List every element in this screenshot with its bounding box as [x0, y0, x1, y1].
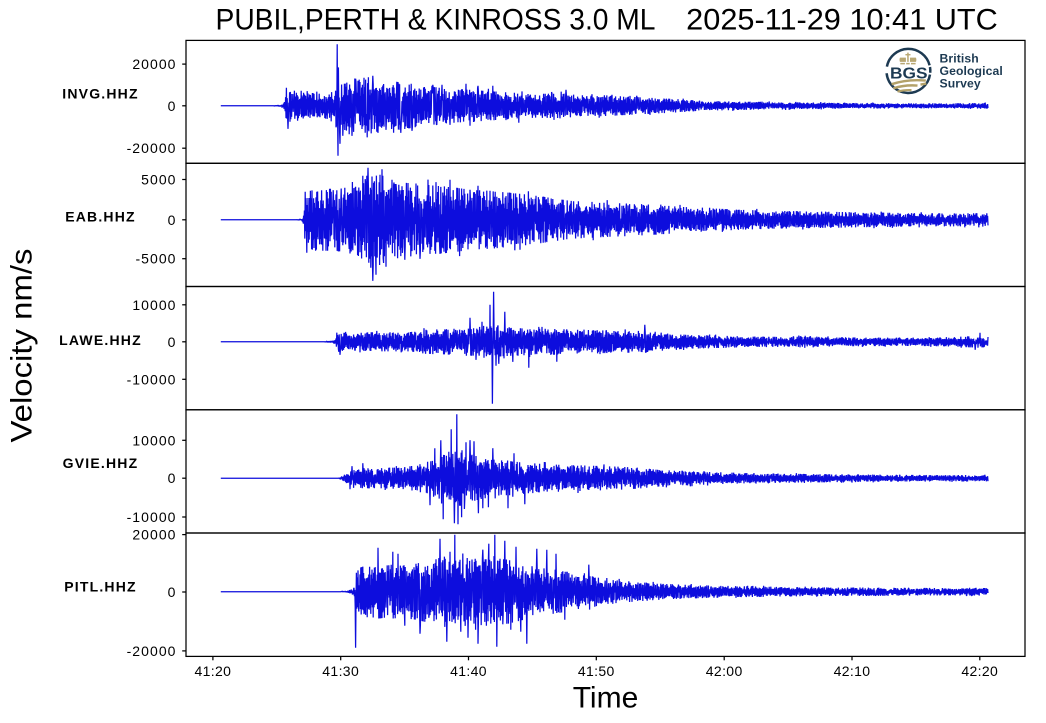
svg-text:20000: 20000 — [132, 527, 176, 543]
svg-text:0: 0 — [168, 98, 177, 114]
svg-text:Velocity nm/s: Velocity nm/s — [6, 249, 39, 443]
svg-text:GVIE.HHZ: GVIE.HHZ — [63, 455, 139, 471]
svg-text:20000: 20000 — [132, 56, 176, 72]
svg-text:0: 0 — [168, 334, 177, 350]
svg-text:Time: Time — [573, 682, 639, 715]
svg-text:42:20: 42:20 — [961, 663, 998, 679]
svg-text:-10000: -10000 — [127, 371, 177, 387]
svg-text:-10000: -10000 — [127, 509, 177, 525]
svg-text:2025-11-29 10:41 UTC: 2025-11-29 10:41 UTC — [686, 4, 998, 37]
svg-text:British: British — [940, 51, 979, 65]
svg-text:0: 0 — [168, 470, 177, 486]
svg-text:41:20: 41:20 — [195, 663, 232, 679]
svg-text:EAB.HHZ: EAB.HHZ — [65, 209, 136, 225]
svg-text:10000: 10000 — [132, 432, 176, 448]
svg-text:INVG.HHZ: INVG.HHZ — [62, 86, 139, 102]
svg-text:-20000: -20000 — [127, 140, 177, 156]
svg-text:0: 0 — [168, 584, 177, 600]
svg-text:41:50: 41:50 — [578, 663, 615, 679]
svg-text:42:00: 42:00 — [706, 663, 743, 679]
svg-text:-5000: -5000 — [135, 251, 176, 267]
svg-text:0: 0 — [168, 212, 177, 228]
svg-text:LAWE.HHZ: LAWE.HHZ — [59, 332, 142, 348]
svg-text:5000: 5000 — [141, 172, 176, 188]
svg-text:PITL.HHZ: PITL.HHZ — [64, 578, 137, 594]
svg-text:-20000: -20000 — [127, 643, 177, 659]
svg-text:Survey: Survey — [940, 77, 981, 91]
svg-text:BGS: BGS — [890, 65, 928, 82]
svg-text:Geological: Geological — [940, 64, 1003, 78]
svg-text:PUBIL,PERTH & KINROSS 3.0 ML: PUBIL,PERTH & KINROSS 3.0 ML — [216, 4, 656, 37]
svg-text:41:40: 41:40 — [450, 663, 487, 679]
svg-text:10000: 10000 — [132, 297, 176, 313]
svg-text:41:30: 41:30 — [322, 663, 359, 679]
svg-text:42:10: 42:10 — [834, 663, 871, 679]
